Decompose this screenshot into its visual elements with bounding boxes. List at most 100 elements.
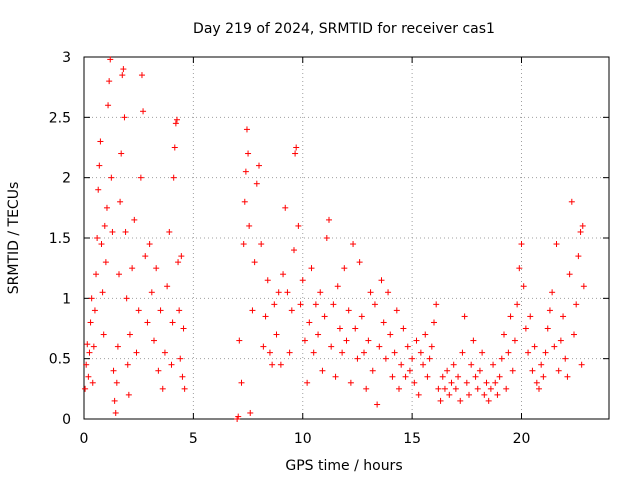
data-point: [422, 331, 429, 338]
data-point: [347, 379, 354, 386]
data-point: [97, 138, 104, 145]
chart-title: Day 219 of 2024, SRMTID for receiver cas…: [193, 21, 495, 37]
data-point: [476, 367, 483, 374]
data-point: [95, 186, 102, 193]
data-point: [481, 391, 488, 398]
data-point: [83, 361, 90, 368]
data-point: [135, 307, 142, 314]
data-point: [157, 307, 164, 314]
data-point: [106, 78, 113, 85]
data-point: [275, 289, 282, 296]
data-point: [459, 349, 466, 356]
data-point: [121, 114, 128, 121]
data-point: [577, 228, 584, 235]
data-point: [280, 271, 287, 278]
data-point: [89, 379, 96, 386]
data-point: [398, 361, 405, 368]
data-point: [371, 301, 378, 308]
data-point: [571, 331, 577, 338]
y-axis-ticks: 0 0.5 1 1.5 2 2.5 3: [49, 50, 609, 428]
data-point: [439, 373, 446, 380]
data-point: [321, 313, 328, 320]
x-tick-label: 15: [403, 431, 421, 447]
data-point: [131, 216, 138, 223]
data-point: [549, 289, 556, 296]
data-point: [505, 349, 512, 356]
data-point: [142, 253, 149, 260]
data-point: [415, 391, 422, 398]
data-point: [240, 241, 247, 248]
data-point: [177, 355, 184, 362]
data-point: [269, 361, 276, 368]
data-point: [564, 373, 571, 380]
data-point: [293, 144, 300, 151]
data-point: [155, 367, 162, 374]
data-point: [516, 265, 523, 272]
data-point: [326, 216, 332, 223]
data-point: [553, 241, 560, 248]
x-tick-label: 0: [80, 431, 89, 447]
data-point: [509, 367, 516, 374]
data-point: [376, 343, 383, 350]
y-tick-label: 3: [62, 50, 71, 66]
data-point: [111, 397, 118, 404]
data-point: [282, 204, 289, 211]
data-point: [511, 337, 518, 344]
data-point: [113, 379, 120, 386]
y-tick-label: 2: [62, 171, 71, 187]
data-point: [555, 367, 562, 374]
data-point: [409, 355, 416, 362]
data-point: [417, 349, 424, 356]
data-point: [235, 413, 242, 420]
data-point: [297, 301, 304, 308]
data-point: [336, 325, 343, 332]
data-point: [433, 301, 440, 308]
data-point: [118, 150, 125, 157]
data-point: [258, 241, 265, 248]
data-point: [116, 271, 122, 278]
data-point: [391, 349, 398, 356]
data-point: [503, 385, 510, 392]
y-tick-label: 1.5: [49, 231, 71, 247]
data-point: [468, 361, 475, 368]
y-tick-label: 0.5: [49, 352, 71, 368]
x-tick-label: 20: [513, 431, 531, 447]
data-point: [256, 162, 262, 169]
data-point: [123, 295, 130, 302]
data-point: [242, 168, 249, 175]
data-point: [380, 319, 387, 326]
data-point: [90, 343, 97, 350]
data-point: [253, 180, 260, 187]
data-point: [180, 325, 187, 332]
data-point: [88, 295, 95, 302]
data-point: [317, 289, 324, 296]
data-point: [448, 379, 455, 386]
data-point: [400, 325, 407, 332]
data-point: [343, 337, 350, 344]
data-point: [441, 385, 448, 392]
data-point: [173, 116, 180, 123]
data-point: [306, 319, 313, 326]
data-point: [94, 235, 101, 241]
data-point: [171, 144, 178, 151]
data-point: [164, 283, 171, 290]
data-point: [339, 349, 346, 356]
data-point: [560, 313, 567, 320]
data-point: [315, 331, 322, 338]
data-point: [277, 361, 284, 368]
data-point: [86, 349, 93, 356]
data-point: [533, 379, 540, 386]
data-point: [450, 361, 457, 368]
data-point: [557, 337, 564, 344]
data-point: [578, 361, 585, 368]
data-point: [328, 343, 335, 350]
data-point: [358, 313, 365, 320]
data-point: [125, 391, 132, 398]
data-point: [148, 289, 155, 296]
data-point: [288, 307, 295, 314]
y-axis-label: SRMTID / TECUs: [6, 182, 22, 295]
data-point: [437, 397, 444, 404]
data-point: [452, 385, 459, 392]
data-point: [531, 343, 538, 350]
data-point: [266, 349, 273, 356]
